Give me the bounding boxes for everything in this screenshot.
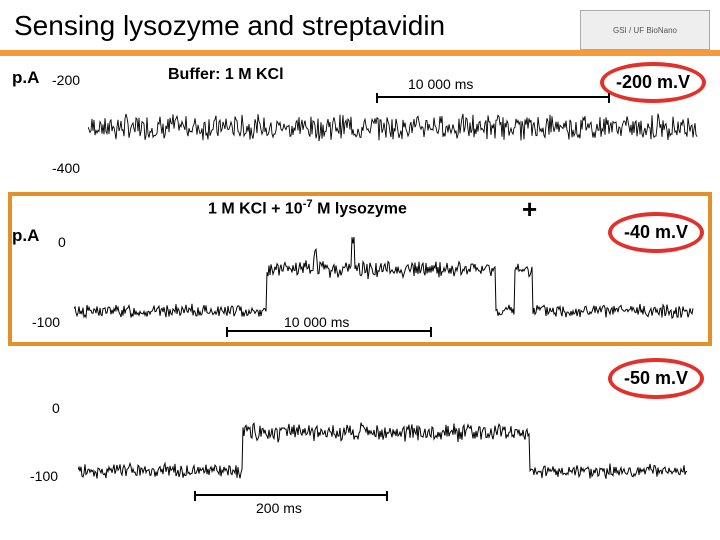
- ytick-2a: 0: [58, 234, 66, 250]
- timebar-1: [376, 96, 610, 98]
- voltage-badge-3: -50 m.V: [608, 358, 704, 399]
- ytick-1b: -400: [52, 160, 80, 176]
- trace-label-1: Buffer: 1 M KCl: [168, 66, 284, 84]
- panel-buffer: p.A -200 -400 Buffer: 1 M KCl 10 000 ms …: [8, 68, 712, 184]
- ytick-2b: -100: [32, 314, 60, 330]
- panel-lysozyme: p.A 0 -100 1 M KCl + 10-7 M lysozyme + -…: [8, 192, 712, 346]
- timebar-label-2: 10 000 ms: [284, 314, 349, 330]
- orange-divider: [0, 50, 720, 56]
- ytick-3a: 0: [52, 400, 60, 416]
- trace-label-2: 1 M KCl + 10-7 M lysozyme: [208, 198, 407, 218]
- timebar-label-3: 200 ms: [256, 500, 302, 516]
- trace-3: [78, 394, 688, 494]
- trace-2: [74, 228, 694, 336]
- timebar-2: [226, 330, 432, 332]
- logo-box: GSI / UF BioNano: [580, 10, 710, 50]
- ytick-3b: -100: [30, 468, 58, 484]
- y-unit-2: p.A: [12, 226, 39, 246]
- panel-zoom: 0 -100 -50 m.V 200 ms: [8, 392, 712, 532]
- trace-1: [88, 86, 698, 168]
- timebar-3: [194, 494, 388, 496]
- y-unit-1: p.A: [12, 68, 39, 88]
- ytick-1a: -200: [52, 72, 80, 88]
- plus-icon: +: [522, 194, 537, 225]
